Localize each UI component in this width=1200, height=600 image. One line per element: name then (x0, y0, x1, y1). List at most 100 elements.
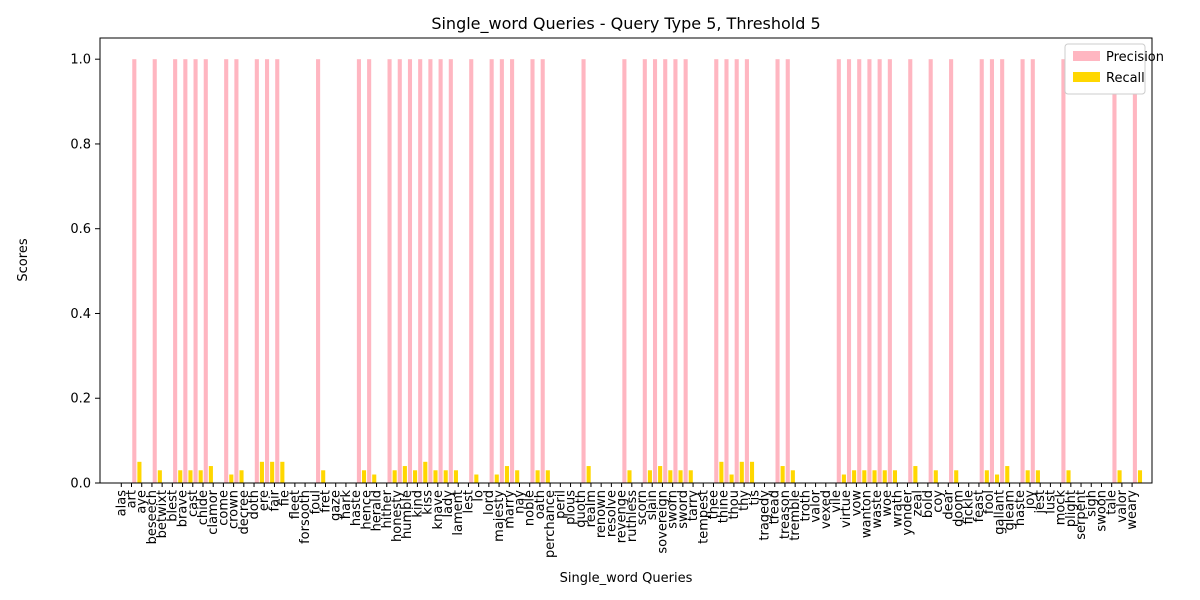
x-tick-label: beseech (145, 490, 160, 544)
x-tick-label: serpent (1074, 490, 1089, 540)
precision-bar-hence (367, 59, 372, 483)
recall-bar-lest (474, 474, 479, 483)
recall-bar-feast (984, 470, 989, 483)
x-tick-label: sovereign (655, 490, 670, 554)
recall-bar-fair (280, 461, 285, 483)
x-tick-label: quoth (574, 490, 589, 528)
precision-bar-yonder (908, 59, 913, 483)
precision-bar-ere (264, 59, 270, 483)
x-tick-label: alas (114, 490, 129, 517)
precision-bar-crown (234, 59, 239, 483)
x-tick-label: gleam (1003, 490, 1018, 531)
x-tick-label: majesty (492, 490, 507, 542)
x-tick-label: thy (737, 490, 752, 511)
x-tick-label: hark (339, 490, 354, 520)
x-tick-label: haste (349, 490, 364, 526)
precision-bar-thy (744, 59, 749, 483)
precision-bar-haste (1020, 59, 1025, 483)
precision-bar-kind (418, 59, 423, 483)
recall-bar-noble (535, 470, 540, 483)
recall-bar-thee (719, 461, 724, 483)
recall-bar-mock (1066, 470, 1071, 483)
recall-bar-lady (453, 470, 458, 483)
x-tick-label: foul (308, 490, 323, 514)
x-tick-label: weary (1125, 490, 1140, 530)
y-tick-label: 0.4 (70, 307, 91, 322)
precision-bar-noble (530, 59, 535, 483)
x-tick-label: renown (594, 490, 609, 538)
x-tick-label: cast (186, 490, 201, 517)
legend: Precision Recall (1064, 43, 1164, 95)
x-tick-label: nay (512, 490, 527, 514)
recall-bar-wanton (872, 470, 877, 483)
x-tick-label: dear (941, 489, 956, 519)
precision-bar-tread (775, 59, 780, 483)
x-tick-label: oath (533, 490, 548, 519)
precision-bar-haste (356, 59, 361, 483)
y-axis-title: Scores (16, 238, 31, 281)
recall-bar-thou (739, 461, 744, 483)
x-tick-label: lord (482, 490, 497, 515)
precision-bar-fair (275, 59, 280, 483)
x-tick-label: virtue (839, 490, 854, 528)
x-tick-label: aye (135, 490, 150, 514)
precision-bar-treason (785, 59, 790, 483)
precision-bar-thou (734, 59, 739, 483)
precision-bar-vile (836, 59, 841, 483)
x-tick-label: vile (829, 490, 844, 513)
x-tick-label: yonder (900, 489, 915, 535)
x-tick-label: blest (165, 490, 180, 522)
precision-bar-gallant (1000, 59, 1005, 483)
y-tick-label: 0.2 (70, 392, 91, 407)
x-tick-label: tread (768, 490, 783, 524)
x-tick-label: hither (380, 489, 395, 528)
x-tick-label: doth (247, 490, 262, 520)
recall-bar-foul (321, 470, 326, 483)
x-tick-label: vexed (819, 490, 834, 529)
precision-bar-majesty (499, 59, 504, 483)
x-tick-label: thee (706, 490, 721, 519)
precision-bar-tale (1112, 59, 1117, 483)
recall-bar-virtue (852, 470, 857, 483)
x-tick-label: kind (410, 490, 425, 518)
recall-bar-vow (862, 470, 867, 483)
x-tick-label: gaze (329, 490, 344, 521)
x-tick-label: honesty (390, 490, 405, 542)
x-tick-label: lest (461, 490, 476, 513)
recall-bar-marry (515, 470, 520, 483)
chart-title: Single_word Queries - Query Type 5, Thre… (431, 14, 820, 34)
x-tick-label: swoon (1094, 490, 1109, 532)
legend-swatch-precision (1073, 51, 1100, 61)
recall-bar-art (137, 461, 142, 483)
x-tick-label: valor (1115, 489, 1130, 522)
precision-bar-dear (949, 59, 954, 483)
x-tick-label: vow (849, 490, 864, 517)
precision-bar-come (224, 59, 229, 483)
x-tick-label: haste (1013, 490, 1028, 526)
precision-bar-brave (183, 59, 188, 483)
recall-bar-doth (259, 461, 264, 483)
x-tick-label: tempest (696, 490, 711, 544)
x-tick-label: tale (1105, 490, 1120, 515)
x-tick-label: perchance (543, 490, 558, 558)
recall-bar-dear (954, 470, 959, 483)
x-tick-label: peril (553, 490, 568, 519)
precision-bar-lord (489, 59, 494, 483)
x-tick-label: tis (747, 490, 762, 506)
recall-bar-crown (239, 470, 244, 483)
recall-bar-beseech (157, 470, 162, 483)
recall-bar-joy (1035, 470, 1040, 483)
x-tick-label: gallant (992, 490, 1007, 535)
x-tick-label: resolve (604, 490, 619, 537)
x-tick-label: crown (227, 490, 242, 529)
x-tick-label: bold (921, 490, 936, 518)
x-tick-label: lament (451, 490, 466, 536)
x-tick-label: come (216, 490, 231, 526)
x-tick-label: coy (931, 490, 946, 513)
x-tick-label: art (125, 490, 140, 508)
x-tick-label: wrath (890, 490, 905, 527)
precision-bar-lest (469, 59, 474, 483)
precision-bar-slain (652, 59, 658, 483)
